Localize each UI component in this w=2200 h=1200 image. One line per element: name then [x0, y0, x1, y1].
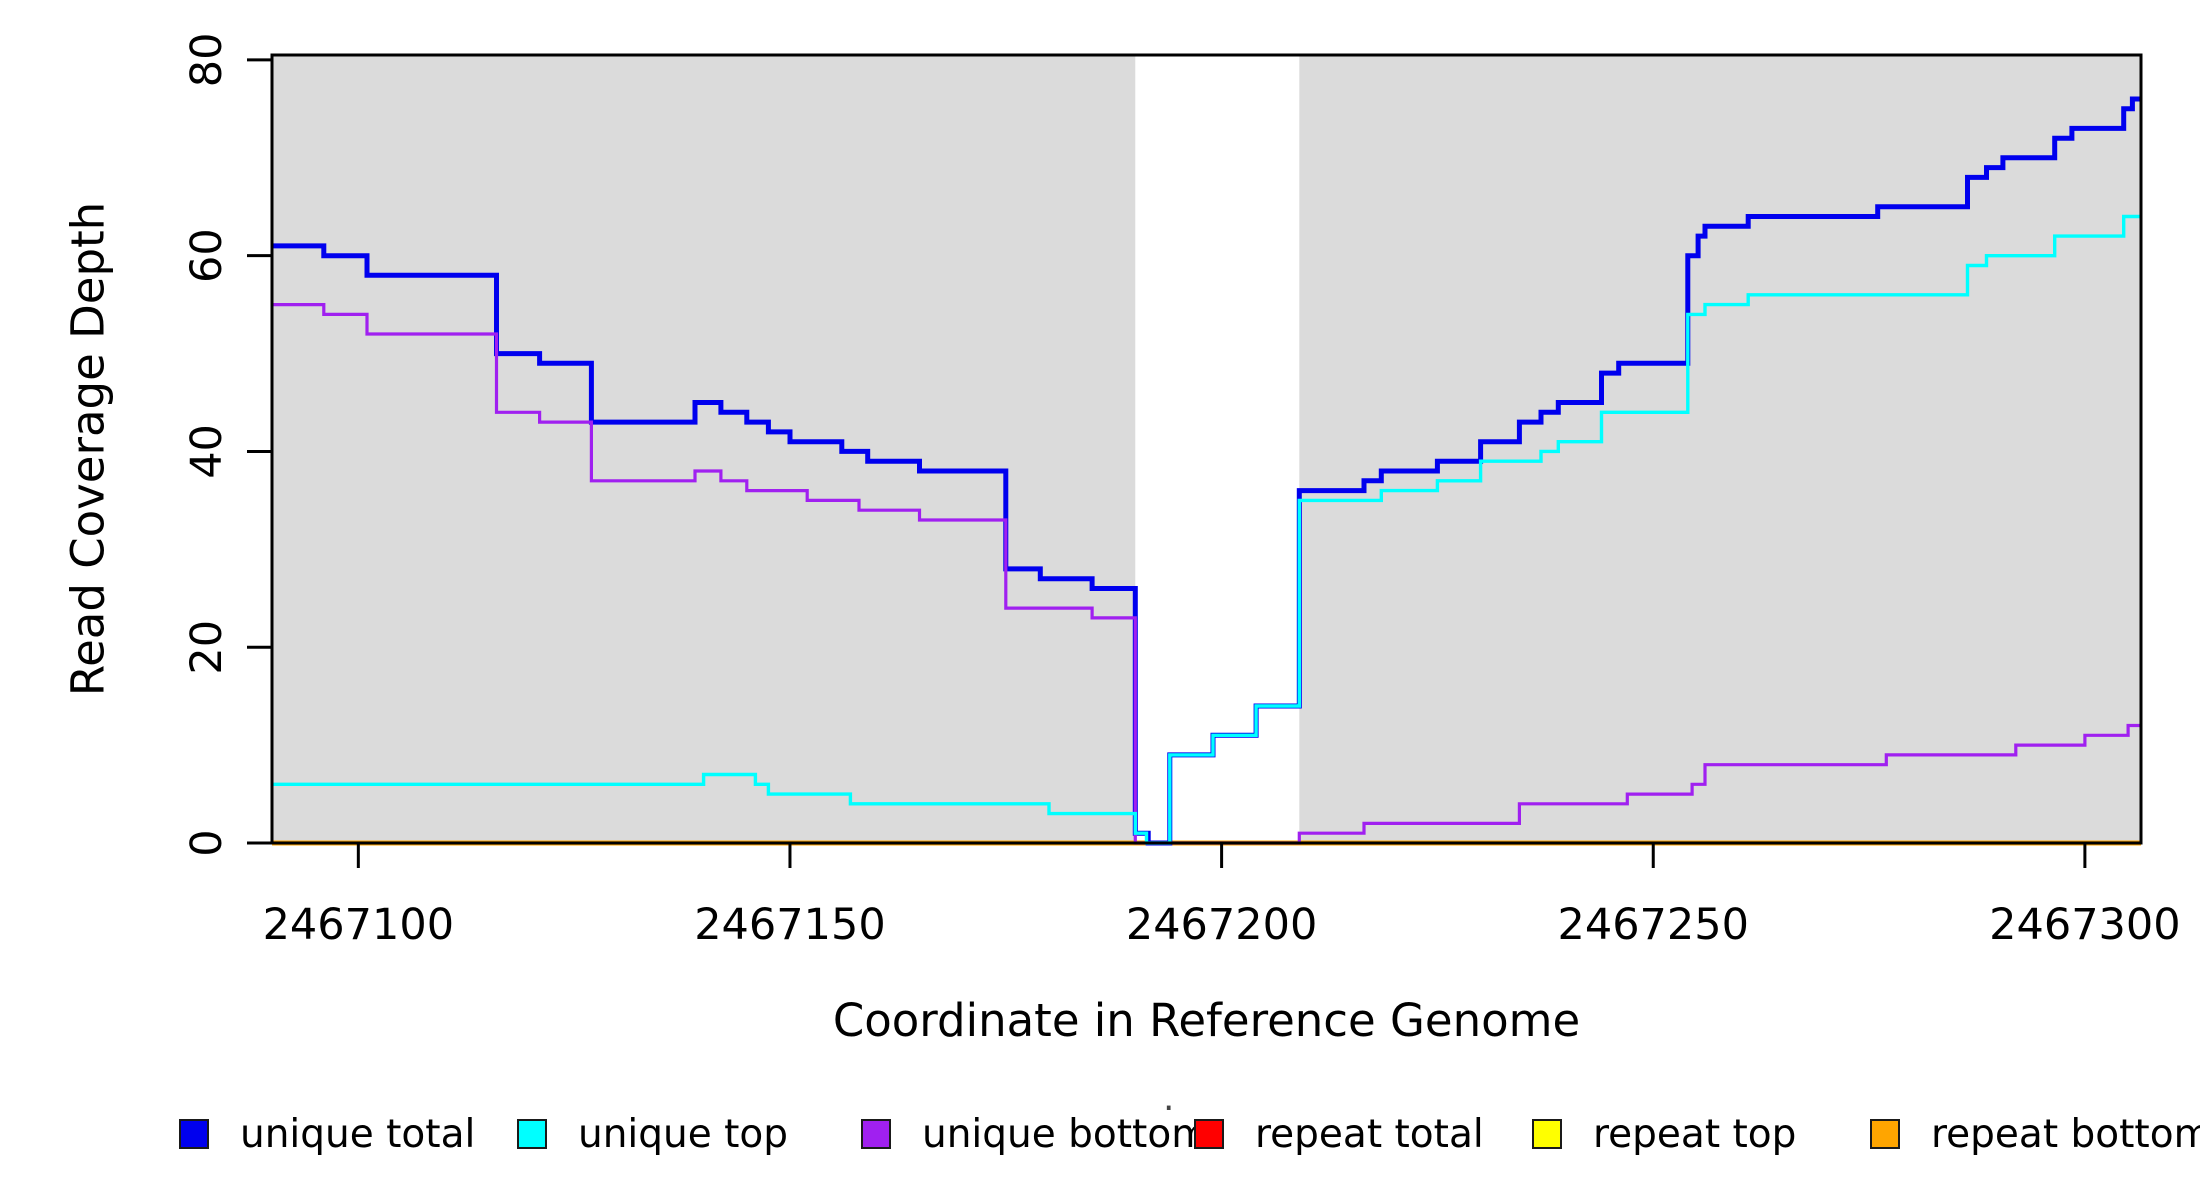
repeat-bottom-swatch-icon: [1870, 1119, 1900, 1149]
y-axis-title: Read Coverage Depth: [61, 201, 115, 697]
legend-label: repeat total: [1255, 1111, 1484, 1157]
y-tick-label: 80: [182, 33, 232, 88]
y-tick-label: 20: [182, 620, 232, 675]
legend-item-unique-bottom: unique bottom: [861, 1111, 1210, 1157]
unique-bottom-swatch-icon: [861, 1119, 891, 1149]
repeat-top-swatch-icon: [1532, 1119, 1562, 1149]
x-axis-title: Coordinate in Reference Genome: [832, 994, 1581, 1047]
y-tick-label: 60: [182, 228, 232, 283]
legend-item-unique-top: unique top: [517, 1111, 789, 1157]
unique-total-swatch-icon: [179, 1119, 209, 1149]
x-tick-label: 2467250: [1557, 900, 1749, 950]
unmasked-white-region: [1135, 55, 1300, 843]
legend-item-repeat-top: repeat top: [1532, 1111, 1797, 1157]
plot-border: [270, 53, 2143, 845]
legend-label: repeat top: [1593, 1111, 1797, 1157]
legend: unique total unique top unique bottom re…: [0, 1111, 2200, 1157]
unique-top-swatch-icon: [517, 1119, 547, 1149]
legend-label: unique total: [240, 1111, 476, 1157]
legend-label: repeat bottom: [1931, 1111, 2200, 1157]
series-unique-top: [272, 214, 2141, 845]
y-tick-label: 40: [182, 424, 232, 479]
x-tick-label: 2467150: [694, 900, 886, 950]
series-unique-bottom: [272, 303, 2141, 845]
repeat-total-swatch-icon: [1194, 1119, 1224, 1149]
legend-label: unique bottom: [922, 1111, 1210, 1157]
legend-item-unique-total: unique total: [179, 1111, 476, 1157]
legend-item-repeat-total: repeat total: [1194, 1111, 1484, 1157]
legend-item-repeat-bottom: repeat bottom: [1870, 1111, 2200, 1157]
y-tick-label: 0: [182, 829, 232, 856]
x-tick-label: 2467200: [1126, 900, 1318, 950]
legend-label: unique top: [578, 1111, 789, 1157]
stray-dot-artifact: ·: [1163, 1088, 1175, 1129]
x-tick-label: 2467300: [1989, 900, 2181, 950]
x-tick-label: 2467100: [263, 900, 455, 950]
